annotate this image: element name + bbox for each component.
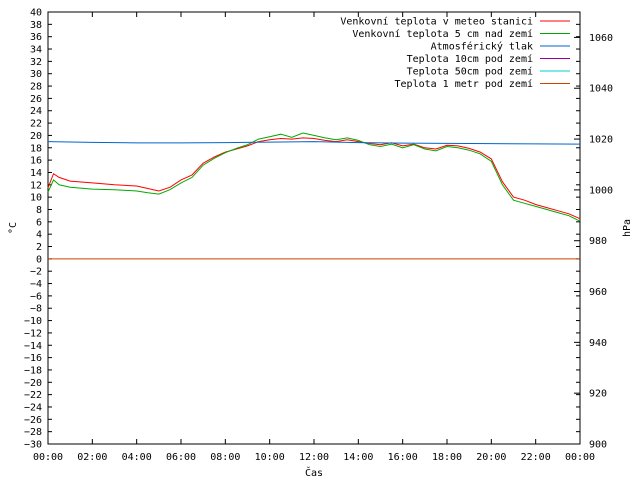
y-tick-label: 40 <box>30 8 42 19</box>
y-tick-label: −12 <box>24 328 42 339</box>
x-tick-label: 10:00 <box>255 452 285 463</box>
y2-tick-label: 980 <box>589 236 607 247</box>
series-line-3 <box>47 141 581 145</box>
y-tick-label: 22 <box>30 119 42 130</box>
x-axis-title: Čas <box>305 466 323 479</box>
y2-tick-label: 960 <box>589 287 607 298</box>
y-tick-label: 32 <box>30 57 42 68</box>
legend-label: Teplota 50cm pod zemí <box>407 66 533 78</box>
y-axis-title: °C <box>8 222 19 234</box>
y-tick-label: 12 <box>30 180 42 191</box>
y-tick-label: −6 <box>30 291 42 302</box>
x-tick-label: 00:00 <box>565 452 595 463</box>
y-tick-label: 34 <box>30 45 42 56</box>
x-tick-label: 20:00 <box>476 452 506 463</box>
y-tick-label: 14 <box>30 168 42 179</box>
y-tick-label: 18 <box>30 143 42 154</box>
y-tick-label: 2 <box>36 242 42 253</box>
y-tick-label: −24 <box>24 402 42 413</box>
y-tick-label: 6 <box>36 217 42 228</box>
y-tick-label: −28 <box>24 427 42 438</box>
y-tick-label: 38 <box>30 20 42 31</box>
legend-label: Teplota 1 metr pod zemí <box>395 78 533 90</box>
series-layer <box>47 132 581 260</box>
y-tick-label: −14 <box>24 341 42 352</box>
y-tick-label: −18 <box>24 365 42 376</box>
x-axis: 00:00 02:00 04:00 06:00 08:00 10:00 12:00 14:00… <box>33 12 595 463</box>
y2-tick-label: 940 <box>589 338 607 349</box>
y-tick-label: 24 <box>30 106 42 117</box>
y-tick-label: 20 <box>30 131 42 142</box>
series-line-1 <box>47 137 581 220</box>
legend-label: Atmosférický tlak <box>431 41 533 53</box>
x-tick-label: 08:00 <box>210 452 240 463</box>
series-line-2 <box>47 132 581 222</box>
y-axis-right: 1060 1040 1020 1000 980 960 940 920 900 <box>574 33 613 451</box>
x-tick-label: 06:00 <box>166 452 196 463</box>
y2-axis-title: hPa <box>622 219 633 237</box>
y-tick-label: −4 <box>30 279 42 290</box>
x-tick-label: 02:00 <box>77 452 107 463</box>
legend: Venkovní teplota v meteo staniciVenkovní… <box>340 16 570 90</box>
y-tick-label: 0 <box>36 254 42 265</box>
y-tick-label: −26 <box>24 415 42 426</box>
y-tick-label: −20 <box>24 378 42 389</box>
y2-tick-label: 1060 <box>589 33 613 44</box>
y-tick-label: −8 <box>30 304 42 315</box>
y-tick-label: 8 <box>36 205 42 216</box>
y-tick-label: 4 <box>36 230 42 241</box>
y-tick-label: 28 <box>30 82 42 93</box>
y-tick-label: −22 <box>24 390 42 401</box>
y2-tick-label: 1020 <box>589 135 613 146</box>
y2-tick-label: 1000 <box>589 185 613 196</box>
x-tick-label: 22:00 <box>521 452 551 463</box>
x-tick-label: 12:00 <box>299 452 329 463</box>
y-tick-label: −16 <box>24 353 42 364</box>
y-tick-label: 16 <box>30 156 42 167</box>
y2-tick-label: 900 <box>589 440 607 451</box>
y-tick-label: 26 <box>30 94 42 105</box>
x-tick-label: 04:00 <box>122 452 152 463</box>
y-tick-label: −10 <box>24 316 42 327</box>
y-tick-label: −2 <box>30 267 42 278</box>
legend-label: Venkovní teplota v meteo stanici <box>340 16 533 28</box>
y2-tick-label: 920 <box>589 389 607 400</box>
y-tick-label: 30 <box>30 69 42 80</box>
legend-label: Venkovní teplota 5 cm nad zemí <box>352 28 533 40</box>
x-tick-label: 14:00 <box>343 452 373 463</box>
legend-label: Teplota 10cm pod zemí <box>407 53 533 65</box>
x-tick-label: 18:00 <box>432 452 462 463</box>
y-tick-label: −30 <box>24 440 42 451</box>
x-tick-label: 16:00 <box>388 452 418 463</box>
y2-tick-label: 1040 <box>589 84 613 95</box>
x-tick-label: 00:00 <box>33 452 63 463</box>
y-tick-label: 36 <box>30 32 42 43</box>
y-axis-left: 4038363432302826242220181614121086420−2−… <box>24 8 580 451</box>
y-tick-label: 10 <box>30 193 42 204</box>
